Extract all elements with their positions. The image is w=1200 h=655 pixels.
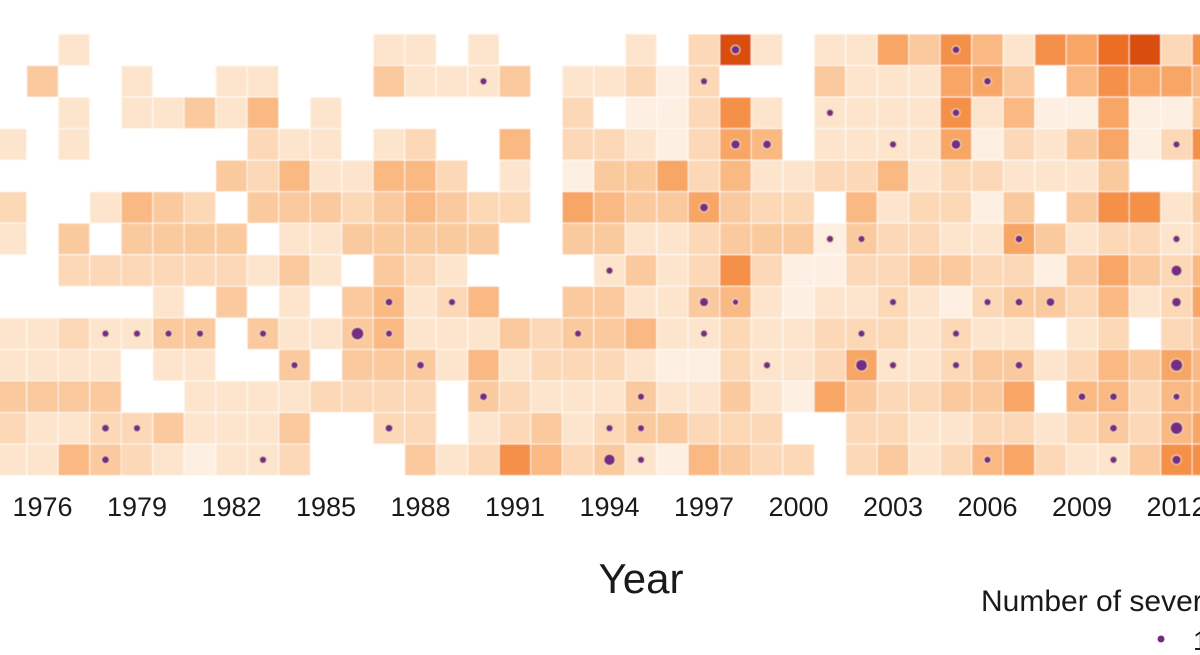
svg-text:1988: 1988 bbox=[390, 492, 450, 522]
svg-text:2000: 2000 bbox=[768, 492, 828, 522]
svg-text:2009: 2009 bbox=[1052, 492, 1112, 522]
svg-text:1994: 1994 bbox=[579, 492, 639, 522]
svg-text:1979: 1979 bbox=[107, 492, 167, 522]
svg-text:Number of severe: Number of severe bbox=[981, 585, 1200, 618]
svg-text:2003: 2003 bbox=[863, 492, 923, 522]
svg-text:1985: 1985 bbox=[296, 492, 356, 522]
svg-text:1976: 1976 bbox=[12, 492, 72, 522]
svg-text:1991: 1991 bbox=[485, 492, 545, 522]
svg-text:2012: 2012 bbox=[1146, 492, 1200, 522]
svg-text:1997: 1997 bbox=[674, 492, 734, 522]
svg-text:1982: 1982 bbox=[201, 492, 261, 522]
svg-text:2006: 2006 bbox=[957, 492, 1017, 522]
svg-text:1: 1 bbox=[1193, 626, 1200, 655]
svg-text:Year: Year bbox=[599, 555, 684, 602]
